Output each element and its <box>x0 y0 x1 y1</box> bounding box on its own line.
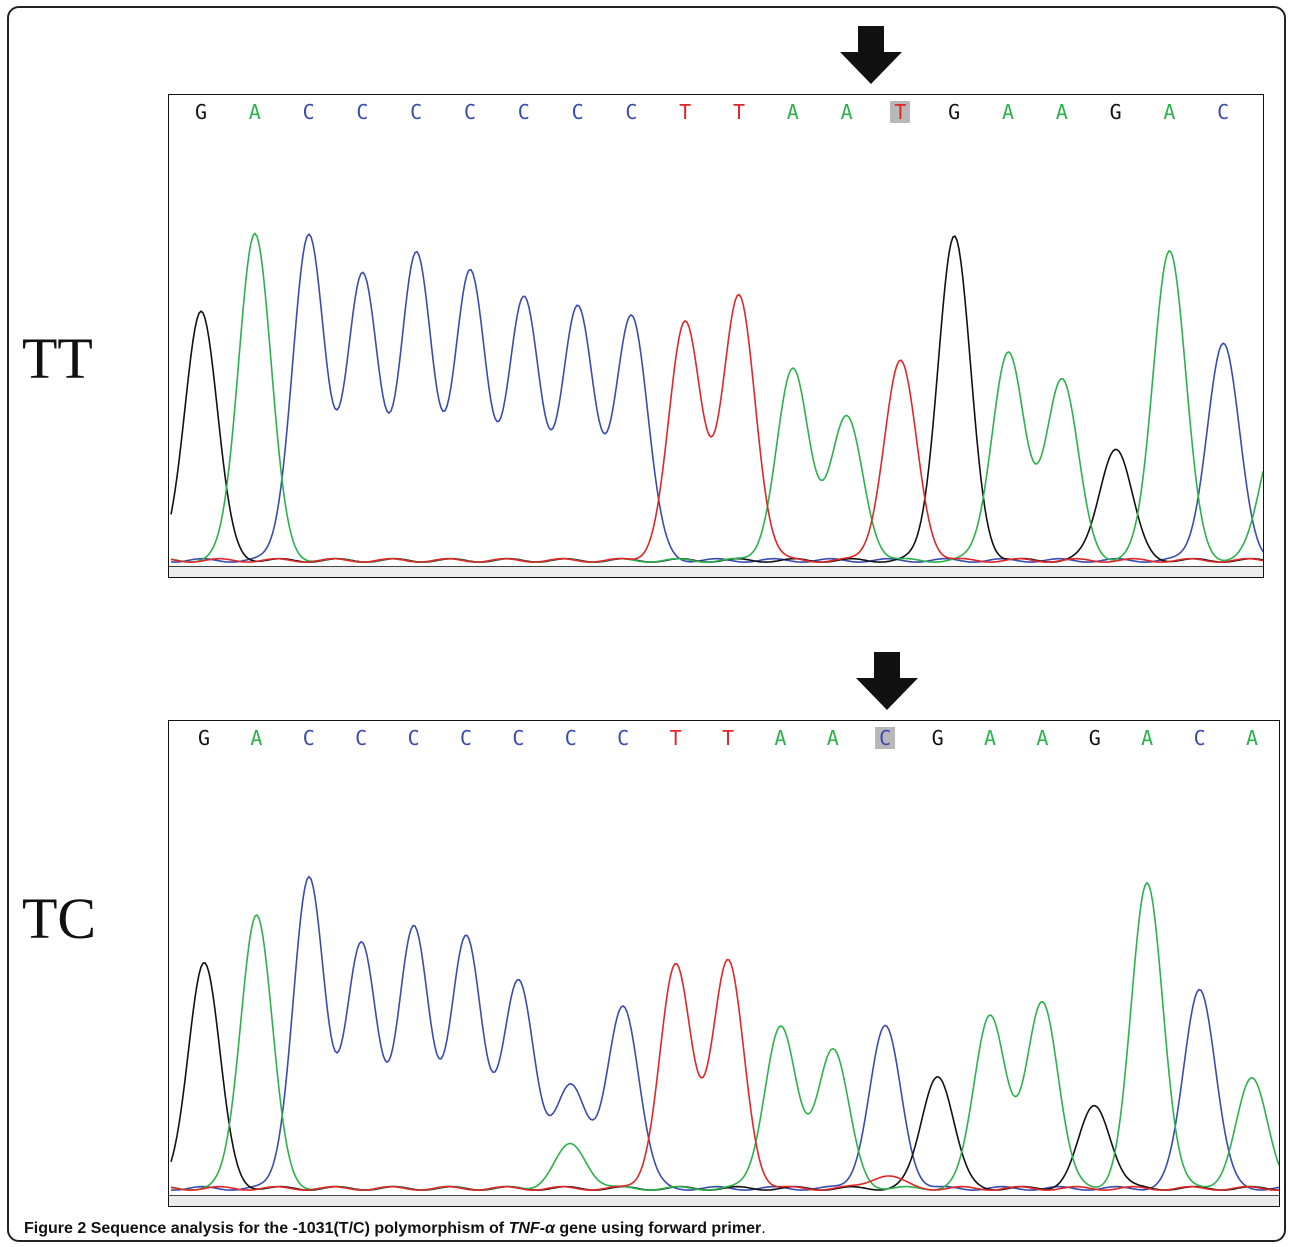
chromatogram-traces-tt <box>170 232 1263 563</box>
trace-baseline <box>169 1195 1279 1206</box>
base-call-C: C <box>571 100 584 124</box>
base-call-A: A <box>248 100 261 124</box>
caption-gene: TNF-α <box>508 1220 555 1237</box>
base-call-C: C <box>459 726 473 750</box>
caption-text-before: Sequence analysis for the -1031(T/C) pol… <box>90 1220 505 1237</box>
base-call-A: A <box>1245 726 1259 750</box>
base-call-C: C <box>407 726 420 750</box>
figure-caption: Figure 2 Sequence analysis for the -1031… <box>24 1220 766 1237</box>
base-call-C: C <box>410 100 423 124</box>
genotype-label-tt: TT <box>22 326 93 391</box>
base-call-C: C <box>1217 100 1230 124</box>
base-call-C: C <box>302 726 315 750</box>
base-call-C: C <box>512 726 525 750</box>
base-call-C: C <box>625 100 638 124</box>
base-call-A: A <box>786 100 799 124</box>
base-call-T: T <box>669 726 682 750</box>
arrow-down-icon <box>840 26 902 84</box>
base-call-C: C <box>302 100 315 124</box>
trace-A <box>170 232 1263 563</box>
trace-T <box>170 958 1279 1191</box>
base-call-T: T <box>679 100 692 124</box>
caption-text-after: gene using forward primer <box>559 1220 762 1237</box>
chromatogram-traces-tc <box>170 875 1279 1191</box>
base-call-G: G <box>1109 100 1122 124</box>
base-call-C: C <box>355 726 368 750</box>
trace-T <box>170 293 1263 563</box>
base-call-C: C <box>463 100 477 124</box>
base-call-C: C <box>875 727 896 749</box>
base-call-G: G <box>1088 726 1101 750</box>
base-call-C: C <box>617 726 630 750</box>
chromatogram-panel-tt: GACCCCCCCTTAATGAAGACA <box>168 94 1264 578</box>
genotype-label-tc: TC <box>22 886 97 951</box>
base-call-A: A <box>826 726 839 750</box>
base-call-G: G <box>194 100 208 124</box>
base-call-A: A <box>983 726 997 750</box>
caption-label: Figure 2 <box>24 1220 87 1237</box>
base-call-A: A <box>840 100 853 124</box>
base-call-C: C <box>517 100 530 124</box>
base-call-T: T <box>721 726 735 750</box>
base-call-A: A <box>1055 100 1068 124</box>
base-call-A: A <box>250 726 263 750</box>
base-call-G: G <box>931 726 944 750</box>
base-call-A: A <box>774 726 787 750</box>
arrow-down-icon <box>856 652 918 710</box>
base-call-C: C <box>356 100 369 124</box>
base-call-A: A <box>1163 100 1176 124</box>
base-call-G: G <box>197 726 211 750</box>
trace-C <box>170 232 1263 563</box>
base-call-A: A <box>1141 726 1154 750</box>
base-call-T: T <box>890 101 911 123</box>
trace-baseline <box>169 566 1263 577</box>
trace-G <box>170 235 1263 563</box>
base-call-T: T <box>732 100 746 124</box>
base-call-A: A <box>1036 726 1049 750</box>
base-call-A: A <box>1001 100 1015 124</box>
trace-C <box>170 875 1279 1191</box>
base-call-C: C <box>564 726 577 750</box>
base-call-G: G <box>948 100 961 124</box>
base-call-C: C <box>1193 726 1206 750</box>
trace-A <box>170 881 1279 1191</box>
trace-G <box>170 962 1279 1191</box>
base-calls-tt: GACCCCCCCTTAATGAAGACA <box>169 95 1263 129</box>
